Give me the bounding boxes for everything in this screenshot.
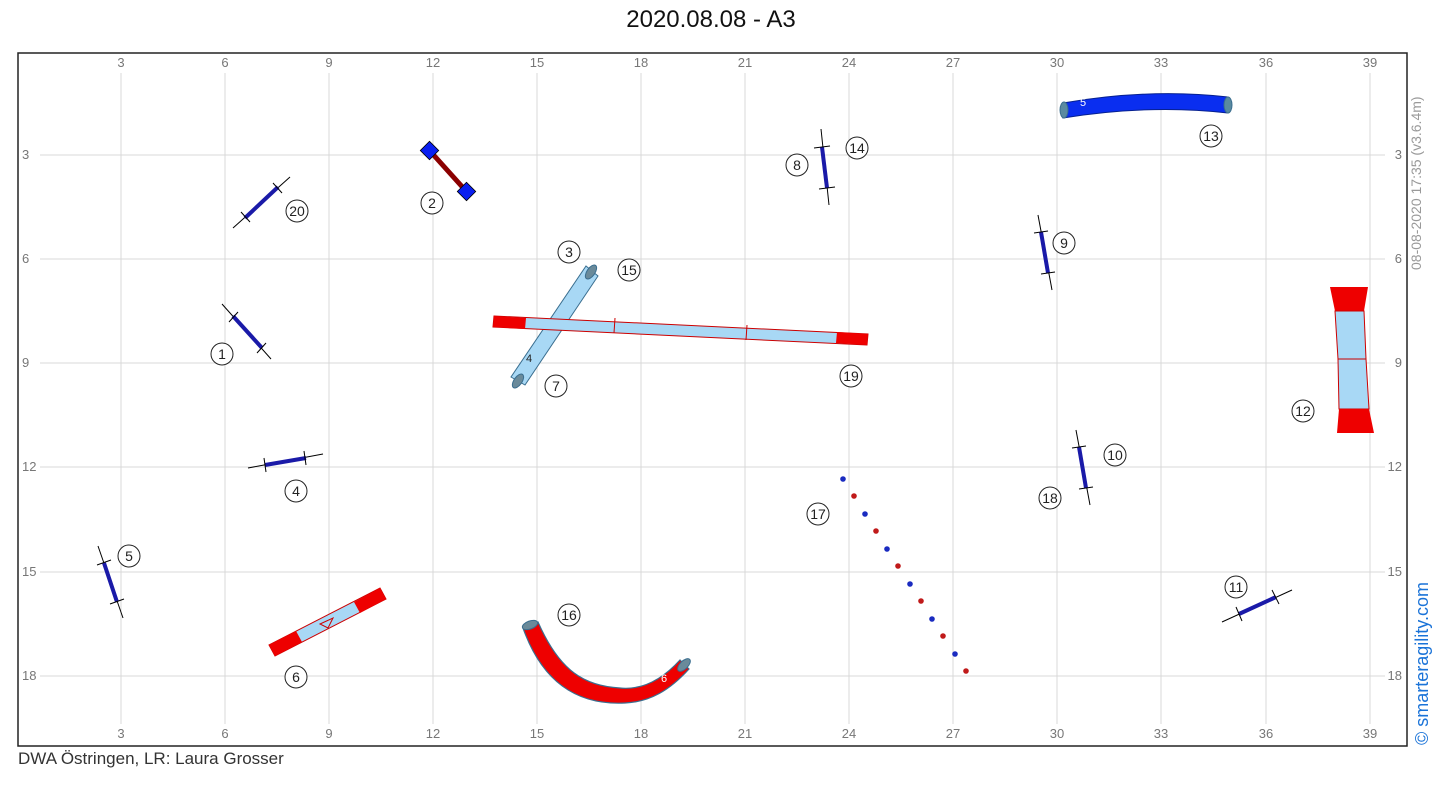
y-tick: 3 xyxy=(1395,147,1402,162)
marker-17: 17 xyxy=(810,506,826,522)
x-tick: 18 xyxy=(634,55,648,70)
course-frame xyxy=(17,52,1408,747)
marker-14: 14 xyxy=(849,140,865,156)
x-tick: 33 xyxy=(1154,55,1168,70)
jump-obstacle xyxy=(1221,589,1293,623)
marker-20: 20 xyxy=(289,203,305,219)
jump-obstacle xyxy=(1033,214,1056,291)
jump-obstacle xyxy=(96,545,125,619)
marker-12: 12 xyxy=(1295,403,1311,419)
y-tick: 18 xyxy=(1388,668,1402,683)
marker-5: 5 xyxy=(125,548,133,564)
timestamp-label: 08-08-2020 17:35 (v3.6.4m) xyxy=(1408,96,1424,270)
y-tick: 3 xyxy=(22,147,29,162)
x-tick: 33 xyxy=(1154,726,1168,741)
number-markers: 1 2 3 4 5 6 7 8 9 10 11 12 13 14 15 16 1… xyxy=(117,124,1315,689)
y-tick: 6 xyxy=(22,251,29,266)
tunnel-curved-red: 6 xyxy=(521,619,691,704)
x-tick: 18 xyxy=(634,726,648,741)
marker-2: 2 xyxy=(428,195,436,211)
tunnel-number: 5 xyxy=(1080,97,1086,109)
grid-lines xyxy=(40,73,1385,724)
marker-15: 15 xyxy=(621,262,637,278)
y-tick: 6 xyxy=(1395,251,1402,266)
x-tick: 9 xyxy=(325,726,332,741)
marker-13: 13 xyxy=(1203,128,1219,144)
y-axis-left: 3 6 9 12 15 18 xyxy=(22,147,36,683)
marker-4: 4 xyxy=(292,483,300,499)
x-tick: 9 xyxy=(325,55,332,70)
course-title: 2020.08.08 - A3 xyxy=(626,6,796,33)
marker-6: 6 xyxy=(292,669,300,685)
marker-10: 10 xyxy=(1107,447,1123,463)
x-tick: 27 xyxy=(946,726,960,741)
marker-7: 7 xyxy=(552,378,560,394)
marker-3: 3 xyxy=(565,244,573,260)
jump-obstacle xyxy=(1071,429,1094,506)
y-tick: 9 xyxy=(1395,355,1402,370)
aframe-obstacle xyxy=(1330,287,1374,433)
x-tick: 6 xyxy=(221,55,228,70)
marker-16: 16 xyxy=(561,607,577,623)
x-tick: 36 xyxy=(1259,726,1273,741)
y-axis-right: 3 6 9 12 15 18 xyxy=(1388,147,1402,683)
wall-obstacle xyxy=(419,140,477,202)
x-tick: 12 xyxy=(426,55,440,70)
y-tick: 15 xyxy=(1388,564,1402,579)
footer-caption: DWA Östringen, LR: Laura Grosser xyxy=(18,749,284,768)
brand-link[interactable]: © smarteragility.com xyxy=(1412,582,1432,745)
y-tick: 12 xyxy=(1388,459,1402,474)
marker-9: 9 xyxy=(1060,235,1068,251)
weave-poles xyxy=(840,476,969,674)
jump-obstacle xyxy=(247,450,324,473)
dogwalk-obstacle xyxy=(492,315,869,346)
x-tick: 12 xyxy=(426,726,440,741)
jump-obstacle xyxy=(813,128,836,206)
x-tick: 27 xyxy=(946,55,960,70)
x-tick: 24 xyxy=(842,55,856,70)
tunnel-curved-blue: 5 xyxy=(1059,93,1233,119)
y-tick: 12 xyxy=(22,459,36,474)
marker-19: 19 xyxy=(843,368,859,384)
marker-1: 1 xyxy=(218,346,226,362)
x-tick: 30 xyxy=(1050,55,1064,70)
jump-obstacle xyxy=(232,176,291,229)
x-tick: 21 xyxy=(738,726,752,741)
jump-obstacle xyxy=(221,303,272,360)
tunnel-number: 4 xyxy=(526,353,532,365)
tunnel-number: 6 xyxy=(661,673,667,685)
x-tick: 21 xyxy=(738,55,752,70)
marker-18: 18 xyxy=(1042,490,1058,506)
x-axis-bottom: 3 6 9 12 15 18 21 24 27 30 33 36 39 xyxy=(117,726,1377,741)
y-tick: 15 xyxy=(22,564,36,579)
x-tick: 24 xyxy=(842,726,856,741)
seesaw-obstacle xyxy=(268,587,387,657)
x-tick: 3 xyxy=(117,726,124,741)
x-tick: 15 xyxy=(530,55,544,70)
marker-8: 8 xyxy=(793,157,801,173)
x-tick: 30 xyxy=(1050,726,1064,741)
x-tick: 6 xyxy=(221,726,228,741)
x-axis-top: 3 6 9 12 15 18 21 24 27 30 33 36 39 xyxy=(117,55,1377,70)
x-tick: 15 xyxy=(530,726,544,741)
x-tick: 39 xyxy=(1363,55,1377,70)
y-tick: 18 xyxy=(22,668,36,683)
x-tick: 36 xyxy=(1259,55,1273,70)
x-tick: 39 xyxy=(1363,726,1377,741)
y-tick: 9 xyxy=(22,355,29,370)
marker-11: 11 xyxy=(1229,579,1244,595)
x-tick: 3 xyxy=(117,55,124,70)
